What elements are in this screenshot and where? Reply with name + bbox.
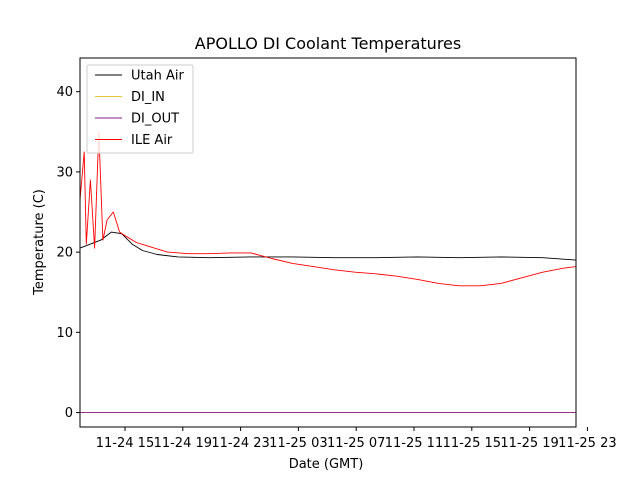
x-tick-label: 11-25 23 <box>558 436 616 451</box>
x-tick-label: 11-25 07 <box>327 436 385 451</box>
x-tick-label: 11-25 03 <box>269 436 327 451</box>
legend-label: Utah Air <box>131 69 184 84</box>
y-tick-label: 40 <box>56 85 73 100</box>
y-axis: 0 10 20 30 40 <box>56 85 80 421</box>
x-axis-label: Date (GMT) <box>289 457 364 472</box>
legend-label: ILE Air <box>131 133 173 148</box>
legend-label: DI_OUT <box>131 112 179 127</box>
y-axis-label: Temperature (C) <box>32 189 47 296</box>
x-tick-label: 11-25 15 <box>443 436 501 451</box>
legend-box <box>86 64 194 154</box>
y-tick-label: 30 <box>56 165 73 180</box>
y-tick-label: 10 <box>56 326 73 341</box>
chart-title: APOLLO DI Coolant Temperatures <box>195 34 461 53</box>
plot-frame <box>79 57 577 428</box>
y-tick-label: 20 <box>56 246 73 261</box>
legend-label: DI_IN <box>131 90 165 105</box>
x-tick-label: 11-24 23 <box>211 436 269 451</box>
x-tick-label: 11-24 19 <box>154 436 212 451</box>
x-tick-label: 11-24 15 <box>96 436 154 451</box>
x-tick-label: 11-25 19 <box>500 436 558 451</box>
x-tick-label: 11-25 11 <box>385 436 443 451</box>
series-line-utah-air <box>79 231 577 261</box>
x-axis: 11-24 15 11-24 19 11-24 23 11-25 03 11-25 07… <box>96 427 617 451</box>
y-tick-label: 0 <box>65 406 73 421</box>
series-layer <box>79 131 577 414</box>
series-line-ile-air <box>79 131 577 287</box>
legend: Utah Air DI_IN DI_OUT ILE Air <box>86 64 194 154</box>
